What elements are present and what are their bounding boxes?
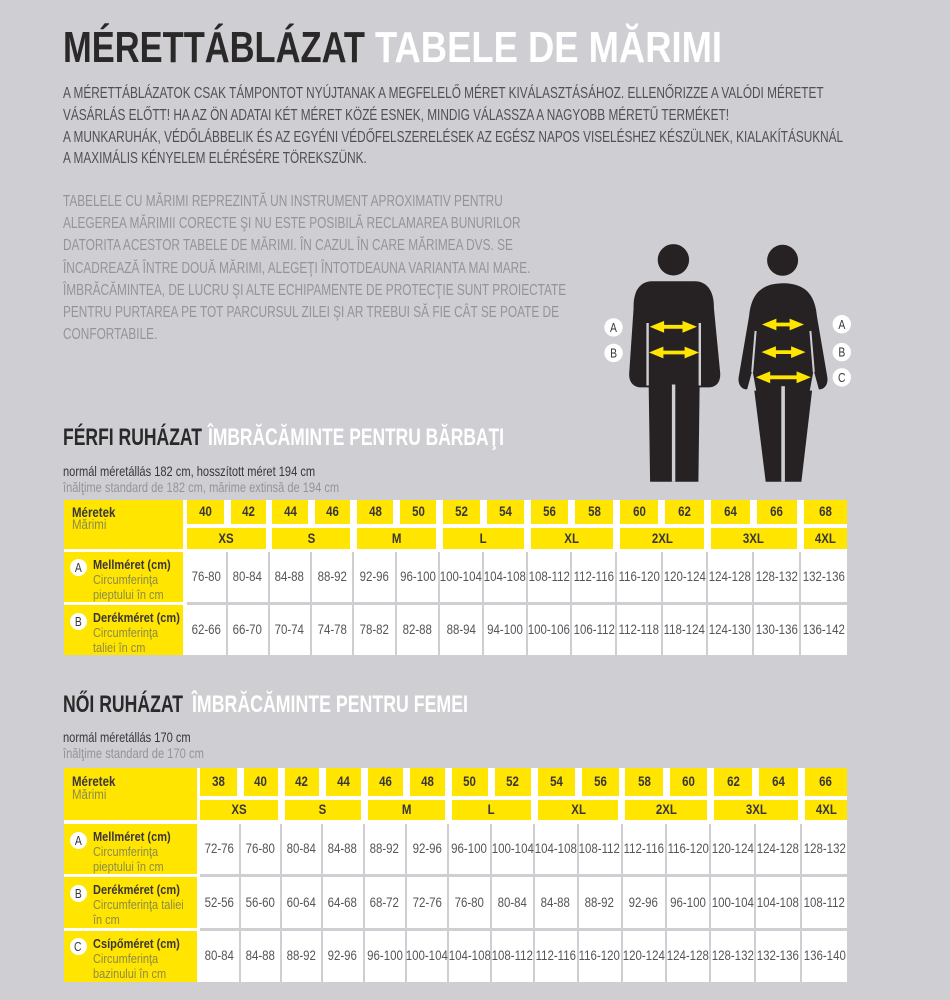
svg-text:C: C bbox=[838, 371, 846, 385]
svg-text:A: A bbox=[838, 318, 845, 332]
svg-text:A: A bbox=[610, 321, 617, 335]
svg-text:B: B bbox=[838, 346, 845, 360]
svg-text:B: B bbox=[610, 347, 617, 361]
